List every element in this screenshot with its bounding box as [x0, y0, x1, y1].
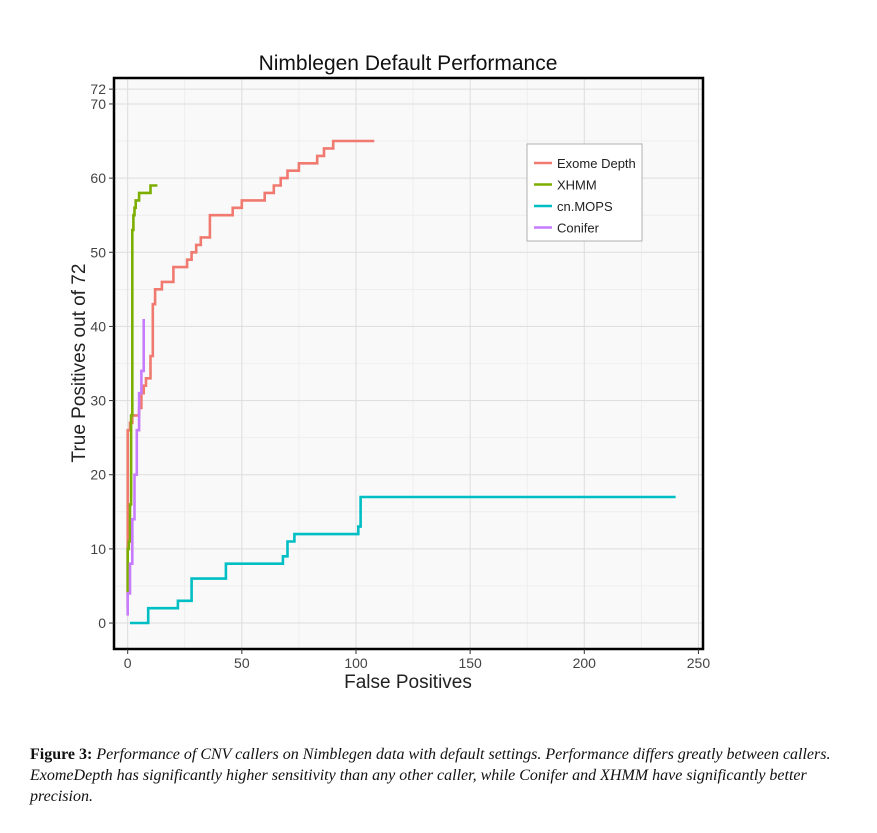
x-tick-label: 200	[573, 655, 597, 671]
legend: Exome Depth XHMM cn.MOPS Conifer	[526, 143, 643, 242]
y-tick-label: 10	[90, 541, 106, 557]
y-tick-label: 50	[90, 244, 106, 260]
figure-caption: Figure 3: Performance of CNV callers on …	[30, 744, 850, 807]
legend-label: Conifer	[557, 221, 600, 236]
y-tick-label: 20	[90, 467, 106, 483]
x-tick-label: 150	[458, 655, 482, 671]
x-tick-label: 0	[124, 655, 132, 671]
legend-box	[526, 143, 643, 242]
y-tick-label: 30	[90, 393, 106, 409]
series-line-conifer	[126, 319, 145, 616]
y-tick-label: 72	[90, 81, 106, 97]
series-line-exome-depth	[126, 139, 375, 609]
plot-frame	[112, 76, 705, 651]
series-line-xhmm	[126, 184, 158, 594]
series-line-cn-mops	[130, 495, 676, 625]
y-tick-label: 70	[90, 96, 106, 112]
legend-label: XHMM	[557, 178, 597, 193]
legend-label: Exome Depth	[557, 156, 636, 171]
y-tick-label: 40	[90, 318, 106, 334]
y-axis-title: True Positives out of 72	[69, 264, 90, 463]
caption-text: Performance of CNV callers on Nimblegen …	[30, 746, 831, 805]
x-tick-label: 50	[234, 655, 250, 671]
y-tick-label: 0	[98, 615, 106, 631]
x-tick-label: 250	[687, 655, 711, 671]
x-axis-title: False Positives	[344, 672, 472, 693]
legend-label: cn.MOPS	[557, 199, 613, 214]
series-lines	[126, 139, 676, 625]
caption-label: Figure 3:	[30, 746, 93, 763]
x-tick-label: 100	[344, 655, 368, 671]
y-tick-label: 60	[90, 170, 106, 186]
chart-title: Nimblegen Default Performance	[259, 52, 558, 75]
